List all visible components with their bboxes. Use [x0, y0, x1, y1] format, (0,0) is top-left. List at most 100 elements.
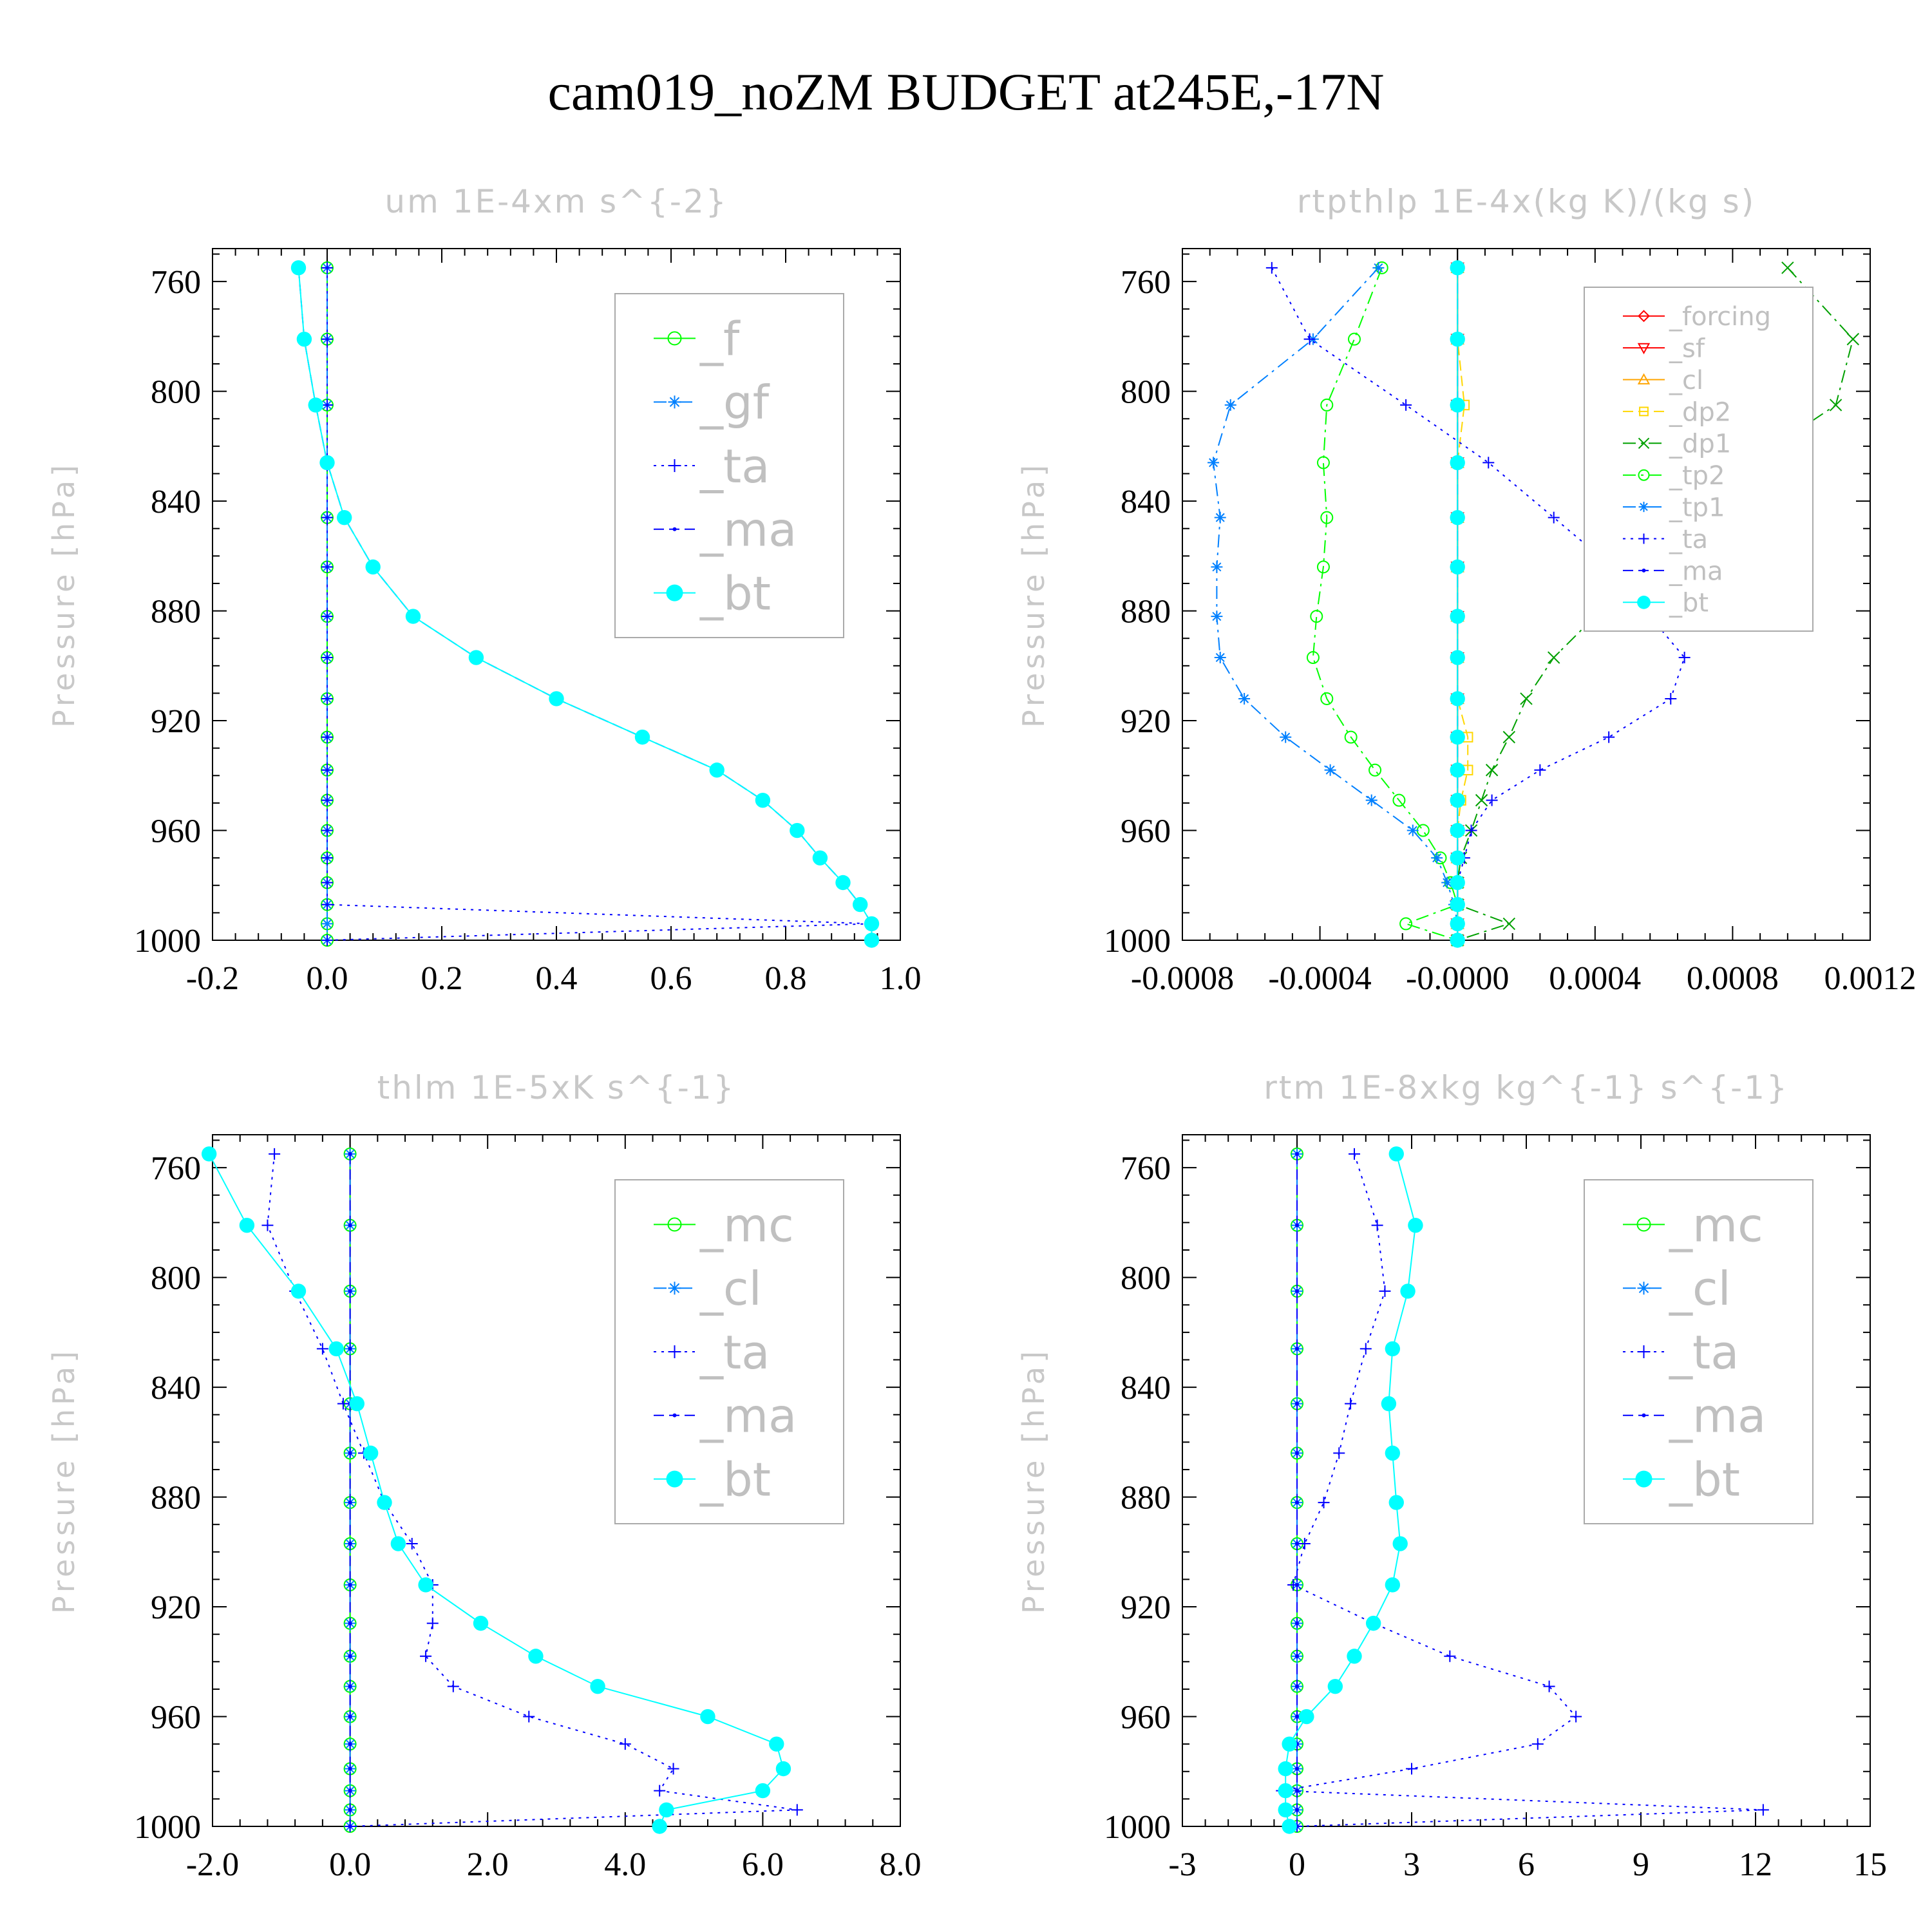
data-point [321, 333, 333, 345]
y-tick-label: 800 [151, 374, 201, 411]
data-point [321, 918, 333, 930]
y-tick-label: 960 [151, 1700, 201, 1736]
y-tick-label: 800 [1121, 1260, 1171, 1297]
data-point [1295, 1621, 1299, 1625]
legend-box [614, 293, 844, 638]
data-point [1388, 1146, 1404, 1162]
data-point [239, 1217, 255, 1233]
data-point [348, 1788, 352, 1793]
data-point [468, 650, 484, 665]
data-point [1475, 793, 1488, 807]
data-point [1316, 456, 1330, 469]
legend: _forcing_sf_cl_dp2 _dp1_tp2_tp1_ta_ma _bt [1584, 287, 1814, 632]
y-tick-label: 760 [1121, 264, 1171, 301]
data-point [348, 1621, 352, 1625]
data-point [1344, 730, 1358, 744]
data-point [1450, 509, 1465, 526]
y-axis-label: Pressure [hPa] [46, 1347, 81, 1614]
y-tick-label: 920 [1121, 1589, 1171, 1626]
x-tick-label: 0.0 [307, 960, 348, 997]
data-point [1444, 1650, 1456, 1662]
data-point [1316, 560, 1330, 574]
data-point [1348, 332, 1361, 346]
legend-label: _dp1 [1669, 430, 1731, 459]
data-point [348, 1223, 352, 1227]
series-ta [321, 261, 878, 946]
data-point [1757, 1804, 1769, 1816]
series-ma [1295, 1151, 1299, 1828]
figure-title: cam019_noZM BUDGET at245E,-17N [548, 62, 1385, 121]
data-point [1320, 692, 1334, 705]
data-point [348, 1151, 352, 1156]
data-point [1406, 1763, 1417, 1775]
data-point [296, 331, 312, 347]
x-tick-label: 15 [1853, 1846, 1887, 1883]
data-point [769, 1736, 784, 1752]
data-point [348, 1808, 352, 1812]
chart-panel-4: rtm 1E-8xkg kg^{-1} s^{-1} Pressure [hPa]… [1016, 1069, 1887, 1883]
legend-marker [1638, 533, 1649, 544]
data-point [1295, 1542, 1299, 1546]
chart-panel-2: rtpthlp 1E-4x(kg K)/(kg s) Pressure [hPa]… [1016, 183, 1917, 997]
data-point [348, 1582, 352, 1587]
y-tick-label: 840 [151, 1370, 201, 1406]
data-point [1431, 852, 1443, 864]
data-point [1282, 1819, 1297, 1834]
data-point [654, 1785, 666, 1797]
data-point [321, 876, 333, 889]
data-point [1406, 824, 1419, 837]
legend-marker [1638, 310, 1650, 323]
legend-label: _mc [699, 1198, 794, 1252]
legend-label: _bt [1669, 1453, 1740, 1507]
x-tick-label: 12 [1739, 1846, 1772, 1883]
x-tick-label: 2.0 [467, 1846, 509, 1883]
data-point [523, 1710, 535, 1723]
legend-label: _ta [1669, 1325, 1739, 1379]
x-tick-label: 0.6 [650, 960, 692, 997]
series-bt [1278, 1146, 1423, 1834]
legend-label: _ma [699, 1389, 797, 1443]
data-point [321, 611, 333, 623]
legend-box [1584, 1179, 1814, 1524]
legend-box [614, 1179, 844, 1524]
data-point [308, 397, 323, 413]
data-point [1318, 1497, 1330, 1509]
legend-label: _bt [699, 567, 771, 621]
data-point [321, 934, 333, 946]
data-point [1295, 1223, 1299, 1227]
data-point [261, 1219, 274, 1231]
legend-marker [1637, 373, 1651, 384]
x-tick-label: 9 [1633, 1846, 1649, 1883]
legend: _mc _cl _ta _ma _bt [1584, 1179, 1814, 1524]
legend-marker [1637, 343, 1651, 355]
legend-marker [668, 459, 681, 472]
data-point [348, 1714, 352, 1719]
series-line [267, 1153, 797, 1827]
legend-marker [1637, 1282, 1651, 1295]
data-point [549, 691, 564, 706]
data-point [321, 824, 333, 837]
plot-frame [212, 1134, 901, 1827]
y-axis-label: Pressure [hPa] [1016, 461, 1051, 728]
legend-marker [668, 1282, 681, 1295]
data-point [1400, 1283, 1416, 1299]
data-point [700, 1709, 715, 1725]
x-tick-label: 0.2 [421, 960, 463, 997]
x-tick-label: 6.0 [742, 1846, 784, 1883]
x-tick-label: 1.0 [880, 960, 922, 997]
data-point [667, 1763, 679, 1775]
data-point [528, 1649, 544, 1664]
data-point [1224, 399, 1236, 411]
data-point [405, 609, 421, 624]
data-point [1324, 764, 1336, 776]
data-point [1295, 1289, 1299, 1293]
data-point [1349, 1148, 1360, 1160]
legend-label: _f [699, 312, 741, 366]
x-tick-label: 0.8 [765, 960, 807, 997]
legend-label: _tp2 [1669, 461, 1725, 491]
data-point [1603, 731, 1615, 743]
data-point [321, 764, 333, 776]
y-tick-label: 920 [1121, 703, 1171, 740]
legend-label: _mc [1669, 1198, 1763, 1252]
series-bt [290, 260, 880, 948]
